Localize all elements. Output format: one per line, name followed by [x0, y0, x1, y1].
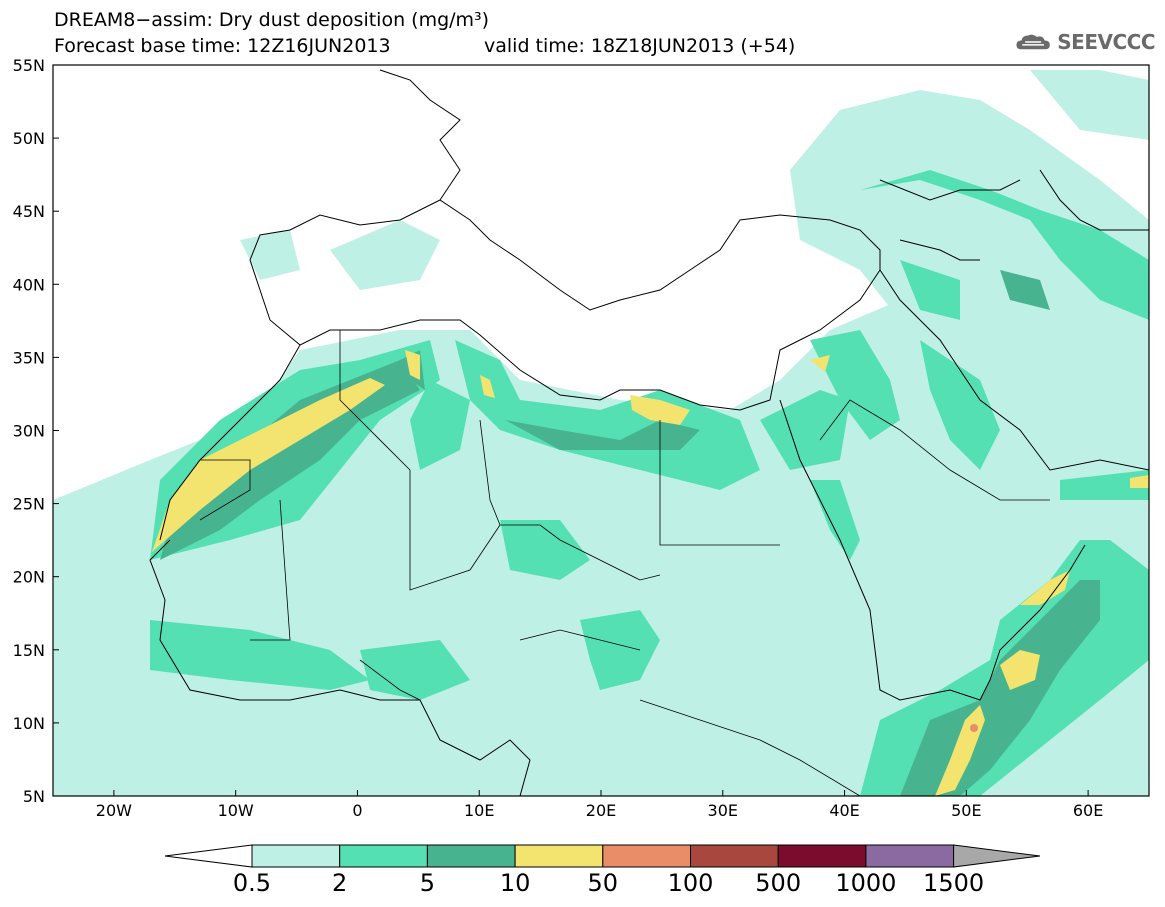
colorbar-label: 0.5 — [233, 869, 271, 897]
colorbar-label: 1500 — [923, 869, 984, 897]
colorbar-label: 2 — [332, 869, 347, 897]
lon-tick-label: 60E — [1073, 801, 1103, 820]
cloud-icon — [1016, 34, 1050, 50]
colorbar-segment — [865, 844, 955, 868]
map-title: DREAM8−assim: Dry dust deposition (mg/m³… — [54, 9, 490, 31]
longitude-axis: 20W 10W 0 10E 20E 30E 40E 50E 60E — [96, 790, 1103, 820]
country-borders — [199, 330, 1050, 796]
lat-tick-label: 10N — [13, 714, 45, 733]
lat-tick-label: 50N — [13, 129, 45, 148]
colorbar-segment — [777, 844, 867, 868]
colorbar-segment — [339, 844, 428, 868]
latitude-axis: 55N 50N 45N 40N 35N 30N 25N 20N 15N 10N 5N — [13, 56, 59, 806]
colorbar-segment — [690, 844, 779, 868]
lon-tick-label: 20E — [586, 801, 616, 820]
lon-tick-label: 0 — [352, 801, 362, 820]
colorbar-over-arrow — [953, 844, 1041, 868]
colorbar-segment — [251, 844, 341, 868]
lat-tick-label: 15N — [13, 641, 45, 660]
colorbar-label: 10 — [500, 869, 531, 897]
coastlines — [149, 69, 1149, 796]
lon-tick-label: 20W — [96, 801, 132, 820]
seevccc-logo: SEEVCCC — [1015, 26, 1155, 58]
valid-time: valid time: 18Z18JUN2013 (+54) — [484, 35, 796, 57]
lat-tick-label: 5N — [23, 787, 45, 806]
logo-text: SEEVCCC — [1057, 30, 1155, 54]
colorbar-under-arrow — [164, 844, 253, 868]
colorbar-segment — [514, 844, 604, 868]
colorbar-segment — [602, 844, 691, 868]
lon-tick-label: 10W — [218, 801, 254, 820]
colorbar-label: 500 — [755, 869, 801, 897]
colorbar-label: 50 — [588, 869, 619, 897]
lat-tick-label: 25N — [13, 495, 45, 514]
colorbar-label: 100 — [668, 869, 714, 897]
lat-tick-label: 40N — [13, 275, 45, 294]
lat-tick-label: 35N — [13, 348, 45, 367]
lon-tick-label: 30E — [708, 801, 738, 820]
lat-tick-label: 30N — [13, 422, 45, 441]
lat-tick-label: 20N — [13, 568, 45, 587]
lon-tick-label: 50E — [951, 801, 981, 820]
dust-field — [53, 70, 1149, 796]
contour-50 — [970, 724, 978, 732]
lat-tick-label: 45N — [13, 202, 45, 221]
lat-tick-label: 55N — [13, 56, 45, 75]
colorbar-label: 1000 — [835, 869, 896, 897]
forecast-base-time: Forecast base time: 12Z16JUN2013 — [54, 35, 391, 57]
colorbar: 0.5 2 5 10 50 100 500 1000 1500 — [164, 844, 1041, 897]
colorbar-segment — [426, 844, 516, 868]
lon-tick-label: 40E — [829, 801, 859, 820]
colorbar-label: 5 — [420, 869, 435, 897]
lon-tick-label: 10E — [464, 801, 494, 820]
